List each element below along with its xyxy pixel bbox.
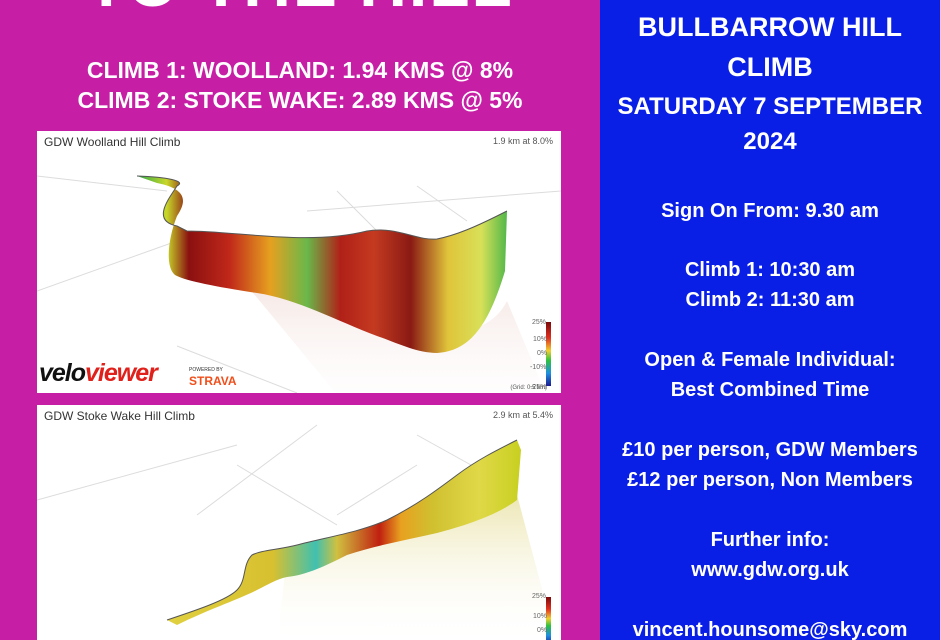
further-info-label: Further info: [710, 529, 830, 551]
legend-label: 25% [532, 593, 547, 600]
stoke-wake-panel-title: GDW Stoke Wake Hill Climb [44, 409, 195, 423]
veloviewer-logo-viewer: viewer [85, 359, 158, 387]
woolland-profile-panel: GDW Woolland Hill Climb 1.9 km at 8.0% 2… [37, 131, 561, 393]
climb-2-summary: CLIMB 2: STOKE WAKE: 2.89 KMS @ 5% [77, 87, 523, 113]
event-info-panel: BULLBARROW HILL CLIMB SATURDAY 7 SEPTEMB… [600, 0, 940, 640]
event-title-line-1: BULLBARROW HILL [638, 12, 902, 42]
woolland-profile-ribbon [137, 176, 507, 353]
stoke-wake-profile-edge [166, 439, 518, 621]
stoke-wake-profile-graphic [37, 424, 556, 640]
woolland-grid [37, 175, 561, 393]
legend-label: 10% [533, 613, 548, 620]
grid-note: (Grid: 0.5 km) [510, 385, 547, 391]
woolland-panel-stat: 1.9 km at 8.0% [492, 136, 553, 146]
stoke-wake-profile-panel: GDW Stoke Wake Hill Climb 2.9 km at 5.4%… [37, 405, 561, 640]
veloviewer-logo: veloviewer [39, 359, 158, 388]
woolland-panel-title: GDW Woolland Hill Climb [44, 135, 181, 149]
event-title-line-2: CLIMB [727, 52, 813, 82]
left-panel: TO THE HILL CLIMB 1: WOOLLAND: 1.94 KMS … [0, 0, 600, 640]
legend-label: -10% [530, 364, 547, 371]
category-line-1: Open & Female Individual: [644, 349, 896, 371]
event-date-line-1: SATURDAY 7 SEPTEMBER [617, 93, 923, 120]
category-line-2: Best Combined Time [670, 379, 870, 401]
contact-email-link[interactable]: vincent.hounsome@sky.com [632, 619, 908, 640]
stoke-wake-shadow [277, 495, 556, 640]
sign-on-time: Sign On From: 9.30 am [661, 200, 879, 222]
legend-label: 0% [537, 350, 548, 357]
website-link[interactable]: www.gdw.org.uk [691, 559, 849, 581]
headline: TO THE HILL [0, 0, 600, 18]
powered-by-text: POWERED BY [189, 367, 223, 373]
stoke-wake-panel-stat: 2.9 km at 5.4% [492, 410, 553, 420]
legend-label: 0% [537, 627, 548, 634]
legend-label: 10% [533, 336, 548, 343]
stoke-wake-gradient-legend [546, 597, 551, 640]
stoke-wake-profile-ribbon [167, 440, 521, 625]
climb-1-time: Climb 1: 10:30 am [684, 259, 856, 281]
legend-label: 25% [532, 319, 547, 326]
woolland-gradient-legend [546, 322, 551, 386]
legend-label: -25% [530, 384, 547, 391]
veloviewer-logo-velo: velo [39, 359, 86, 387]
climb-2-time: Climb 2: 11:30 am [685, 289, 855, 311]
woolland-profile-graphic [37, 175, 561, 393]
climb-1-summary: CLIMB 1: WOOLLAND: 1.94 KMS @ 8% [86, 57, 514, 83]
woolland-profile-edge [136, 175, 508, 240]
fee-non-members: £12 per person, Non Members [627, 469, 913, 491]
fee-members: £10 per person, GDW Members [622, 439, 918, 461]
event-date-line-2: 2024 [743, 128, 797, 155]
strava-logo: STRAVA [189, 374, 237, 388]
